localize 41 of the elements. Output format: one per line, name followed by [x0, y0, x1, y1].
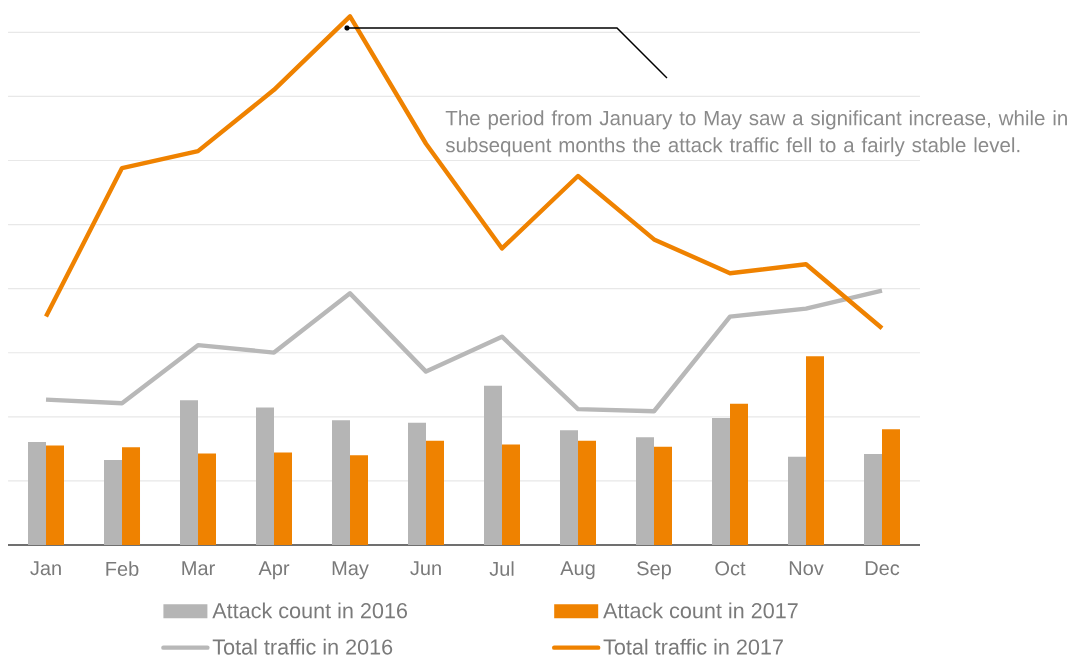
- bar: [332, 420, 351, 545]
- bar: [712, 418, 731, 545]
- x-tick-label: Sep: [637, 561, 671, 580]
- bar: [560, 430, 579, 545]
- bar: [882, 429, 900, 545]
- x-tick-label: Apr: [258, 561, 290, 580]
- x-tick-label: May: [332, 561, 369, 580]
- bar: [198, 453, 216, 545]
- bar: [730, 403, 748, 545]
- legend-label: Attack count in 2016: [212, 602, 408, 619]
- x-tick-label: Oct: [715, 561, 746, 576]
- bar: [180, 400, 199, 545]
- x-tick-label: Jun: [410, 561, 441, 576]
- x-tick-label: Jan: [30, 561, 61, 576]
- annotation: The period from January to May saw a significant increase, while in subsequent months the attack traffic fell to a fairly stable level.: [445, 110, 1067, 157]
- legend-label: Total traffic in 2017: [603, 638, 783, 655]
- bar: [864, 454, 882, 545]
- bar: [104, 459, 123, 545]
- bar: [654, 446, 672, 545]
- legend-label: Attack count in 2017: [603, 602, 798, 619]
- bar: [350, 455, 369, 545]
- bar: [46, 445, 65, 545]
- bar: [256, 407, 275, 545]
- x-tick-label: Mar: [182, 561, 215, 576]
- x-tick-label: Aug: [560, 561, 595, 580]
- bar: [484, 385, 503, 545]
- x-tick-label: Feb: [106, 561, 139, 576]
- bar: [408, 422, 426, 545]
- x-tick-label: Dec: [865, 561, 900, 576]
- x-tick-label: Jul: [489, 561, 514, 576]
- bar: [578, 440, 597, 545]
- bar: [502, 444, 521, 545]
- bar: [636, 437, 654, 545]
- bar: [806, 356, 825, 545]
- bar: [28, 441, 47, 545]
- bar: [788, 456, 807, 545]
- x-tick-label: Nov: [789, 561, 824, 576]
- bar: [122, 447, 141, 545]
- bar: [274, 452, 293, 545]
- bar: [426, 440, 444, 545]
- legend-label: Total traffic in 2016: [212, 638, 393, 655]
